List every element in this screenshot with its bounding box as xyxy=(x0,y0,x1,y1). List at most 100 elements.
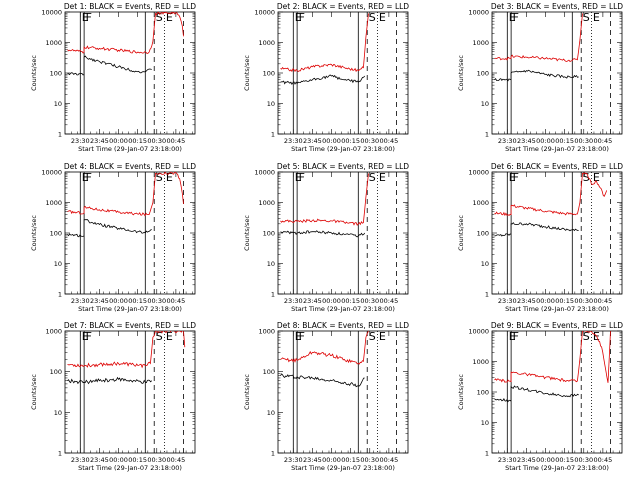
y-tick-label: 10 xyxy=(267,409,275,417)
y-tick-label: 1000 xyxy=(472,358,489,366)
marker-label: E xyxy=(509,11,516,24)
series-events-line xyxy=(280,74,366,85)
chart-title: Det 5: BLACK = Events, RED = LLD xyxy=(277,162,409,171)
y-axis-label: Counts/sec xyxy=(457,55,465,91)
y-tick-label: 100 xyxy=(477,389,489,397)
x-tick-label: 00:15 xyxy=(128,456,147,464)
y-axis-label: Counts/sec xyxy=(457,215,465,251)
marker-label: F xyxy=(513,171,519,184)
marker-label: F xyxy=(86,171,92,184)
series-lld-line xyxy=(494,13,583,63)
series-events-line xyxy=(67,55,152,76)
x-axis-label: Start Time (29-Jan-07 23:18:00) xyxy=(291,305,395,313)
y-tick-label: 1 xyxy=(485,131,489,139)
series-lld-line xyxy=(67,331,186,369)
marker-label: S xyxy=(369,171,376,184)
marker-label: E xyxy=(82,330,89,343)
x-tick-label: 23:30 xyxy=(71,456,90,464)
marker-label: S xyxy=(156,330,163,343)
series-events-line xyxy=(494,69,579,82)
x-tick-label: 00:30 xyxy=(360,137,379,145)
plot-frame xyxy=(64,330,196,454)
chart-title: Det 3: BLACK = Events, RED = LLD xyxy=(491,2,623,11)
marker-label: E xyxy=(379,11,386,24)
x-tick-label: 23:30 xyxy=(498,297,517,305)
x-tick-label: 00:45 xyxy=(167,297,186,305)
x-tick-label: 00:00 xyxy=(109,137,128,145)
marker-label: F xyxy=(299,11,305,24)
y-tick-label: 1000 xyxy=(45,39,62,47)
marker-label: E xyxy=(379,330,386,343)
marker-label: E xyxy=(82,11,89,24)
y-axis-label: Counts/sec xyxy=(243,374,251,410)
x-tick-label: 23:45 xyxy=(517,456,536,464)
marker-label: F xyxy=(299,330,305,343)
x-tick-label: 23:45 xyxy=(303,297,322,305)
y-tick-label: 10 xyxy=(481,419,489,427)
y-tick-label: 10000 xyxy=(254,9,275,17)
marker-label: S xyxy=(369,330,376,343)
series-lld-line xyxy=(494,331,611,383)
y-tick-label: 10000 xyxy=(41,169,62,177)
y-tick-label: 1000 xyxy=(472,39,489,47)
y-tick-label: 10 xyxy=(481,100,489,108)
y-axis-label: Counts/sec xyxy=(30,374,38,410)
x-tick-label: 00:45 xyxy=(594,297,613,305)
x-tick-label: 00:15 xyxy=(341,137,360,145)
y-tick-label: 100 xyxy=(263,368,275,376)
chart-panel-3: Det 3: BLACK = Events, RED = LLD 1 10 100 10… xyxy=(457,2,623,153)
x-tick-label: 00:00 xyxy=(536,297,555,305)
series-events-line xyxy=(67,376,152,385)
x-axis-label: Start Time (29-Jan-07 23:18:00) xyxy=(78,305,182,313)
y-axis-label: Counts/sec xyxy=(457,374,465,410)
series-events-line xyxy=(494,222,579,237)
x-tick-label: 00:00 xyxy=(322,456,341,464)
x-tick-label: 00:30 xyxy=(360,297,379,305)
x-tick-label: 23:30 xyxy=(71,297,90,305)
x-tick-label: 00:00 xyxy=(536,456,555,464)
chart-panel-9: Det 9: BLACK = Events, RED = LLD 1 10 100 10… xyxy=(457,321,623,472)
x-tick-label: 23:45 xyxy=(90,297,109,305)
x-axis-label: Start Time (29-Jan-07 23:18:00) xyxy=(291,145,395,153)
x-tick-label: 23:45 xyxy=(517,137,536,145)
series-lld-line xyxy=(494,172,608,217)
x-tick-label: 00:30 xyxy=(147,297,166,305)
marker-label: F xyxy=(513,330,519,343)
chart-title: Det 2: BLACK = Events, RED = LLD xyxy=(277,2,409,11)
x-axis-label: Start Time (29-Jan-07 23:18:00) xyxy=(78,464,182,472)
marker-label: E xyxy=(166,330,173,343)
y-tick-label: 1 xyxy=(271,450,275,458)
marker-label: E xyxy=(593,11,600,24)
x-tick-label: 00:30 xyxy=(147,456,166,464)
series-lld-line xyxy=(280,13,369,73)
y-axis-label: Counts/sec xyxy=(243,55,251,91)
y-tick-label: 10 xyxy=(267,260,275,268)
marker-label: S xyxy=(583,330,590,343)
x-tick-label: 23:30 xyxy=(498,456,517,464)
x-axis-label: Start Time (29-Jan-07 23:18:00) xyxy=(505,305,609,313)
x-tick-label: 23:30 xyxy=(498,137,517,145)
x-tick-label: 00:15 xyxy=(555,137,574,145)
x-tick-label: 00:45 xyxy=(380,297,399,305)
x-tick-label: 00:00 xyxy=(109,456,128,464)
marker-label: E xyxy=(166,171,173,184)
marker-label: E xyxy=(593,171,600,184)
x-tick-label: 23:30 xyxy=(284,456,303,464)
x-tick-label: 00:15 xyxy=(128,137,147,145)
y-tick-label: 1000 xyxy=(258,199,275,207)
y-tick-label: 10000 xyxy=(254,169,275,177)
x-tick-label: 00:15 xyxy=(128,297,147,305)
marker-label: F xyxy=(86,11,92,24)
x-axis-label: Start Time (29-Jan-07 23:18:00) xyxy=(291,464,395,472)
marker-label: E xyxy=(509,171,516,184)
x-tick-label: 23:30 xyxy=(284,137,303,145)
y-tick-label: 100 xyxy=(50,368,62,376)
y-tick-label: 10000 xyxy=(468,328,489,336)
x-tick-label: 00:45 xyxy=(380,456,399,464)
marker-label: E xyxy=(295,330,302,343)
x-tick-label: 00:45 xyxy=(167,137,186,145)
series-events-line xyxy=(280,230,366,238)
marker-label: E xyxy=(295,11,302,24)
series-events-line xyxy=(280,373,365,388)
